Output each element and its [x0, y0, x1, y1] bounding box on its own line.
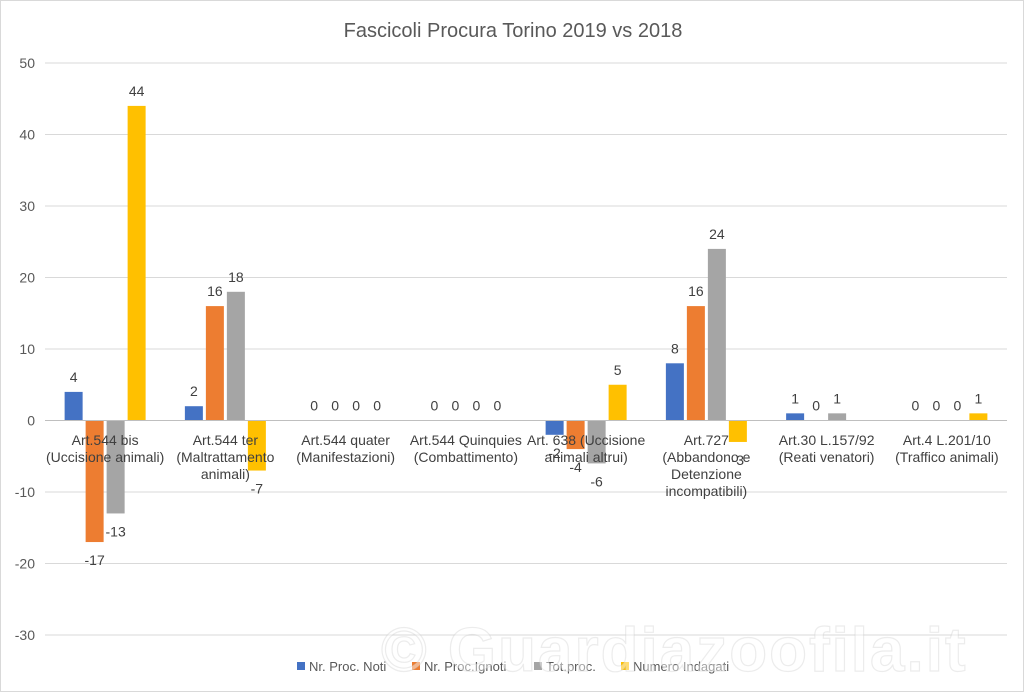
data-label: 0	[331, 398, 339, 414]
bar	[566, 420, 585, 450]
chart-title: Fascicoli Procura Torino 2019 vs 2018	[344, 20, 683, 42]
bar	[728, 420, 747, 442]
data-label: 8	[671, 340, 679, 356]
category-label: Art.544 bis (Uccisione animali)	[46, 432, 164, 465]
bar	[707, 248, 726, 421]
legend-swatch	[621, 662, 629, 670]
category-labels: Art.544 bis (Uccisione animali) Art.544 te…	[46, 432, 999, 499]
bar	[64, 391, 83, 421]
category-label: Art.30 L.157/92 (Reati venatori)	[779, 432, 875, 465]
data-label: 2	[190, 383, 198, 399]
legend: Nr. Proc. Noti Nr. Proc.Ignoti Tot.proc. Nu…	[297, 659, 729, 674]
data-label: 0	[352, 398, 360, 414]
legend-swatch	[534, 662, 542, 670]
y-tick-label: 10	[19, 341, 35, 357]
data-label: 0	[911, 398, 919, 414]
legend-swatch	[297, 662, 305, 670]
data-label: -17	[85, 552, 105, 568]
y-axis-tick-labels: -30 -20 -10 0 10 20 30 40 50	[15, 55, 35, 643]
bar	[85, 420, 104, 543]
data-label: 0	[812, 398, 820, 414]
data-label: -3	[732, 452, 745, 468]
bar	[608, 384, 627, 421]
legend-label: Tot.proc.	[546, 659, 596, 674]
bar	[665, 363, 684, 421]
data-label: 5	[614, 362, 622, 378]
watermark: © Guardiazoofila.it	[381, 616, 968, 685]
y-tick-label: -20	[15, 556, 35, 572]
gridlines	[45, 62, 1007, 636]
category-label: Art.4 L.201/10 (Traffico animali)	[895, 432, 998, 465]
data-label: -4	[569, 459, 582, 475]
bars	[64, 105, 988, 543]
data-label: -13	[106, 523, 126, 539]
data-label: -6	[590, 473, 603, 489]
legend-label: Nr. Proc. Noti	[309, 659, 386, 674]
legend-label: Nr. Proc.Ignoti	[424, 659, 506, 674]
data-label: 1	[791, 390, 799, 406]
bar	[127, 105, 146, 421]
data-label: 16	[207, 283, 223, 299]
y-tick-label: -10	[15, 484, 35, 500]
y-tick-label: 40	[19, 127, 35, 143]
bar	[106, 420, 125, 514]
category-label: Art. 638 (Uccisione animali altrui)	[527, 432, 645, 465]
bar	[969, 413, 988, 421]
bar	[205, 306, 224, 421]
y-tick-label: 20	[19, 270, 35, 286]
category-label: Art.727 (Abbandono e Detenzione incompatibi…	[662, 432, 750, 499]
bar	[828, 413, 847, 421]
data-label: 16	[688, 283, 704, 299]
category-label: Art.544 quater (Manifestazioni)	[296, 432, 395, 465]
data-label: 0	[373, 398, 381, 414]
bar	[545, 420, 564, 435]
y-tick-label: 30	[19, 198, 35, 214]
data-label: 0	[493, 398, 501, 414]
legend-swatch	[412, 662, 420, 670]
y-tick-label: 0	[27, 413, 35, 429]
y-tick-label: 50	[19, 55, 35, 71]
data-label: 0	[932, 398, 940, 414]
data-label: 44	[129, 83, 145, 99]
data-label: 18	[228, 269, 244, 285]
data-label: -7	[251, 481, 264, 497]
data-label: 0	[430, 398, 438, 414]
category-label: Art.544 Quinquies (Combattimento)	[410, 432, 522, 465]
bar	[247, 420, 266, 471]
bar	[587, 420, 606, 464]
data-label: 0	[953, 398, 961, 414]
bar	[786, 413, 805, 421]
data-label: 1	[974, 390, 982, 406]
data-label: -2	[548, 445, 561, 461]
category-label: Art.544 ter (Maltrattamento animali)	[176, 432, 274, 482]
data-label: 24	[709, 226, 725, 242]
bar	[226, 291, 245, 421]
bar	[184, 406, 203, 421]
data-label: 4	[70, 369, 78, 385]
legend-label: Numero Indagati	[633, 659, 729, 674]
y-tick-label: -30	[15, 627, 35, 643]
bar	[686, 306, 705, 421]
data-label: 1	[833, 390, 841, 406]
data-label: 0	[310, 398, 318, 414]
data-label: 0	[472, 398, 480, 414]
data-label: 0	[451, 398, 459, 414]
